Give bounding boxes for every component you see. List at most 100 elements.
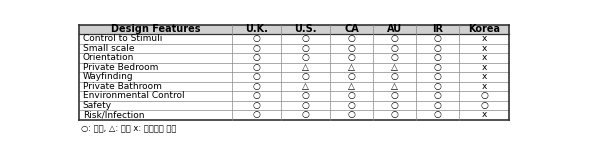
Text: ○: ○ — [391, 54, 399, 62]
Bar — [79, 44, 231, 53]
Bar — [373, 91, 416, 101]
Text: ○: ○ — [480, 101, 488, 110]
Text: ○: ○ — [348, 72, 356, 81]
Bar — [79, 53, 508, 63]
Text: Design Features: Design Features — [111, 24, 200, 34]
Bar — [79, 44, 508, 53]
Text: x: x — [482, 82, 487, 91]
Bar — [416, 25, 460, 34]
Bar — [231, 101, 281, 110]
Bar — [460, 53, 508, 63]
Bar — [79, 72, 231, 82]
Text: ○: ○ — [434, 101, 442, 110]
Bar — [231, 110, 281, 120]
Text: ○: ○ — [302, 110, 309, 119]
Text: ○: ○ — [348, 91, 356, 100]
Bar — [231, 44, 281, 53]
Bar — [460, 82, 508, 91]
Text: △: △ — [392, 82, 398, 91]
Bar — [281, 44, 330, 53]
Bar — [330, 82, 373, 91]
Text: ○: ○ — [434, 82, 442, 91]
Bar — [79, 101, 231, 110]
Bar — [231, 82, 281, 91]
Bar — [460, 25, 508, 34]
Bar — [373, 82, 416, 91]
Text: ○: ○ — [252, 54, 260, 62]
Bar — [79, 34, 231, 44]
Text: ○: ○ — [348, 101, 356, 110]
Bar — [416, 72, 460, 82]
Bar — [79, 34, 508, 44]
Bar — [416, 91, 460, 101]
Bar — [281, 63, 330, 72]
Text: Korea: Korea — [468, 24, 500, 34]
Bar — [416, 82, 460, 91]
Text: ○: ○ — [252, 63, 260, 72]
Bar — [281, 72, 330, 82]
Text: Risk/Infection: Risk/Infection — [83, 110, 144, 119]
Bar — [79, 72, 508, 82]
Bar — [79, 25, 231, 34]
Bar — [79, 63, 231, 72]
Bar — [281, 25, 330, 34]
Text: Orientation: Orientation — [83, 54, 134, 62]
Bar — [460, 91, 508, 101]
Text: Environmental Control: Environmental Control — [83, 91, 184, 100]
Text: Wayfinding: Wayfinding — [83, 72, 134, 81]
Text: ○: ○ — [391, 34, 399, 44]
Bar — [373, 53, 416, 63]
Text: △: △ — [302, 63, 309, 72]
Text: x: x — [482, 44, 487, 53]
Text: ○: ○ — [302, 34, 309, 44]
Bar — [330, 91, 373, 101]
Bar — [330, 63, 373, 72]
Text: ○: ○ — [252, 44, 260, 53]
Text: ○: ○ — [252, 91, 260, 100]
Bar — [330, 110, 373, 120]
Bar — [79, 110, 231, 120]
Text: Safety: Safety — [83, 101, 112, 110]
Text: ○: ○ — [434, 54, 442, 62]
Text: ○: ○ — [434, 34, 442, 44]
Bar — [231, 25, 281, 34]
Text: x: x — [482, 34, 487, 44]
Bar — [281, 34, 330, 44]
Text: ○: ○ — [302, 91, 309, 100]
Bar — [373, 110, 416, 120]
Text: Control to Stimuli: Control to Stimuli — [83, 34, 162, 44]
Text: Small scale: Small scale — [83, 44, 134, 53]
Text: ○: ○ — [434, 91, 442, 100]
Bar — [373, 44, 416, 53]
Text: ○: ○ — [252, 72, 260, 81]
Text: Private Bedroom: Private Bedroom — [83, 63, 158, 72]
Text: ○: ○ — [434, 72, 442, 81]
Text: △: △ — [302, 82, 309, 91]
Text: U.K.: U.K. — [245, 24, 268, 34]
Bar — [231, 34, 281, 44]
Bar — [373, 72, 416, 82]
Bar — [79, 91, 231, 101]
Bar — [281, 82, 330, 91]
Bar — [330, 34, 373, 44]
Bar — [416, 53, 460, 63]
Text: ○: ○ — [391, 91, 399, 100]
Text: ○: ○ — [434, 110, 442, 119]
Text: ○: ○ — [434, 44, 442, 53]
Text: ○: ○ — [252, 110, 260, 119]
Text: ○: ○ — [391, 72, 399, 81]
Bar — [460, 63, 508, 72]
Bar — [281, 101, 330, 110]
Text: ○: ○ — [302, 54, 309, 62]
Bar — [460, 101, 508, 110]
Bar — [79, 25, 508, 34]
Text: x: x — [482, 110, 487, 119]
Text: U.S.: U.S. — [294, 24, 317, 34]
Text: ○: ○ — [302, 72, 309, 81]
Bar — [416, 44, 460, 53]
Bar — [231, 72, 281, 82]
Bar — [79, 101, 508, 110]
Bar — [281, 53, 330, 63]
Text: ○: ○ — [252, 101, 260, 110]
Bar — [79, 53, 231, 63]
